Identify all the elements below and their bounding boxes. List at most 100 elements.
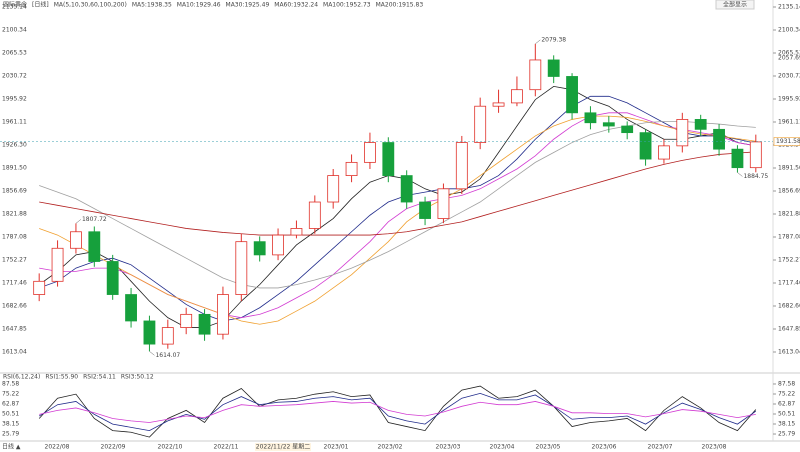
rsi-tick-label: 50.51 — [2, 411, 19, 418]
period-switch: 日线 ▲ — [2, 443, 21, 451]
y-tick-label: 1717.46 — [778, 279, 800, 286]
y-tick-label: 2100.34 — [778, 26, 800, 33]
legend-entry: MA30:1925.49 — [226, 2, 270, 9]
candle-body — [474, 105, 487, 143]
rsi-line — [38, 392, 757, 432]
y-tick-label: 1647.85 — [2, 325, 27, 332]
annotation-leader — [75, 219, 82, 224]
y-tick-label: 1682.66 — [778, 302, 800, 309]
y-tick-label: 1856.69 — [2, 187, 27, 194]
candle-body — [70, 231, 82, 249]
y-tick-label: 1682.66 — [2, 302, 27, 309]
legend-entry: MA200:1915.83 — [376, 2, 424, 9]
current-price-box — [773, 137, 800, 146]
candle-body — [584, 112, 597, 124]
candle-body — [51, 247, 64, 282]
candle-body — [180, 313, 193, 328]
y-tick-label: 1856.69 — [778, 187, 800, 194]
cursor-date: 2022/11/22 星期二 — [256, 443, 311, 451]
ma-line — [39, 121, 756, 289]
x-tick-label: 2023/01 — [324, 444, 349, 451]
legend-entry: MA60:1932.24 — [274, 2, 318, 9]
annotation-leader — [737, 172, 743, 177]
candle-body — [345, 161, 358, 176]
rsi-tick-label: 25.79 — [778, 431, 795, 438]
candle-body — [125, 294, 137, 322]
candle-body — [106, 261, 119, 295]
annotation: 1614.07 — [155, 352, 180, 359]
legend-entry: MA10:1929.46 — [177, 2, 221, 9]
rsi-tick-label: 87.58 — [778, 380, 795, 387]
x-tick-label: 2023/02 — [378, 444, 403, 451]
y-tick-label: 1961.11 — [778, 118, 800, 125]
x-tick-label: 2023/06 — [592, 444, 617, 451]
x-tick-label: 2022/10 — [158, 444, 183, 451]
button-frame[interactable] — [715, 0, 755, 10]
y-tick-label: 2135.14 — [2, 3, 27, 10]
candle-body — [88, 231, 101, 262]
rsi-legend: RSI1:55.90 — [45, 374, 78, 381]
candle-body — [547, 59, 560, 77]
period-label: [日线] — [32, 1, 49, 9]
candle-body — [272, 234, 284, 256]
y-tick-label: 2030.72 — [778, 72, 800, 79]
rsi-tick-label: 38.15 — [778, 421, 795, 428]
candle-body — [639, 132, 652, 160]
y-tick-label: 2030.72 — [2, 72, 27, 79]
legend-entry: MA5:1938.35 — [132, 2, 172, 9]
show-all-button[interactable]: 全部显示 — [723, 1, 747, 9]
y-tick-label: 1821.88 — [2, 210, 27, 217]
candle-body — [382, 142, 395, 176]
annotation: 1807.72 — [82, 216, 107, 223]
x-tick-label: 2022/09 — [101, 444, 126, 451]
y-tick-label: 1613.04 — [2, 348, 27, 355]
x-tick-label: 2023/08 — [702, 444, 727, 451]
y-tick-label: 1787.08 — [778, 233, 800, 240]
candle-body — [621, 125, 634, 134]
rsi-tick-label: 87.58 — [2, 380, 19, 387]
y-tick-label: 2100.34 — [2, 26, 27, 33]
rsi-tick-label: 75.22 — [778, 390, 795, 397]
y-tick-label: 1891.50 — [2, 164, 27, 171]
ma-params: MA(5,10,30,60,100,200) — [54, 2, 127, 9]
y-tick-label: 1995.92 — [2, 95, 27, 102]
candle-body — [731, 148, 744, 169]
candle-body — [161, 327, 174, 345]
x-tick-label: 2022/11 — [214, 444, 239, 451]
y-tick-label: 1717.46 — [2, 279, 27, 286]
candle-body — [566, 76, 578, 114]
ma-line — [39, 115, 756, 325]
candle-body — [602, 122, 615, 127]
candle-body — [694, 119, 707, 130]
rsi-tick-label: 62.87 — [2, 400, 19, 407]
candle-body — [235, 241, 248, 295]
candle-body — [33, 280, 46, 295]
candle-body — [308, 201, 321, 229]
candle-body — [713, 128, 725, 150]
ma-line — [39, 95, 756, 322]
x-tick-label: 2023/05 — [536, 444, 561, 451]
annotation-leader — [149, 351, 155, 356]
right-marker-label: 2057.69 — [778, 55, 800, 62]
y-tick-label: 1891.50 — [778, 164, 800, 171]
candle-body — [364, 142, 376, 163]
y-tick-label: 2135.14 — [778, 3, 800, 10]
candle-body — [658, 145, 670, 160]
chart-title: 国际黄金 — [3, 1, 27, 9]
candle-body — [290, 228, 303, 236]
ma-line — [39, 151, 756, 236]
y-tick-label: 1787.08 — [2, 233, 27, 240]
x-tick-label: 2022/08 — [45, 444, 70, 451]
y-tick-label: 1961.11 — [2, 118, 27, 125]
candle-body — [143, 320, 156, 345]
x-tick-label: 2023/07 — [648, 444, 673, 451]
y-tick-label: 1613.04 — [778, 348, 800, 355]
rsi-legend: RSI(6,12,24) — [3, 374, 40, 381]
rsi-tick-label: 62.87 — [778, 400, 795, 407]
y-tick-label: 1752.27 — [2, 256, 27, 263]
x-tick-label: 2023/03 — [436, 444, 461, 451]
candle-body — [419, 201, 431, 219]
candle-body — [455, 142, 468, 190]
candle-body — [437, 188, 450, 219]
